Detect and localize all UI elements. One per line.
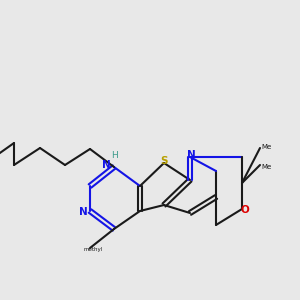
- Text: Me: Me: [261, 164, 271, 169]
- Text: O: O: [241, 205, 249, 215]
- Text: H: H: [111, 151, 117, 160]
- Text: methyl: methyl: [83, 247, 103, 252]
- Text: N: N: [102, 160, 111, 170]
- Text: N: N: [79, 207, 88, 217]
- Text: S: S: [160, 157, 168, 166]
- Text: Me: Me: [261, 143, 271, 149]
- Text: N: N: [187, 150, 196, 160]
